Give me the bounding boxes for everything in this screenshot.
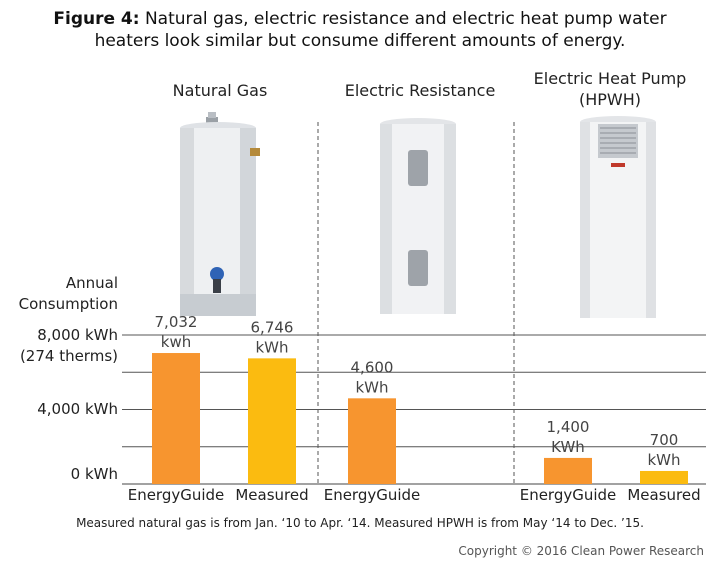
bar <box>152 353 200 484</box>
heater-label-heat-pump: Electric Heat Pump (HPWH) <box>533 69 687 109</box>
x-tick-label: EnergyGuide <box>520 486 617 504</box>
figure-title: Figure 4: Natural gas, electric resistan… <box>0 8 720 52</box>
data-label-unit: kWh <box>647 451 680 469</box>
heat-pump-water-heater-icon <box>580 116 656 318</box>
heater-label-gas: Natural Gas <box>172 81 268 100</box>
y-tick-label-8000: 8,000 kWh <box>37 326 118 344</box>
x-tick-label: EnergyGuide <box>128 486 225 504</box>
y-tick-label-0: 0 kWh <box>70 465 118 483</box>
data-label-value: 7,032 <box>155 313 198 331</box>
bar <box>640 470 688 484</box>
data-label-value: 4,600 <box>351 358 394 376</box>
x-tick-label: Measured <box>627 486 700 504</box>
bar <box>544 457 592 484</box>
data-label-value: 6,746 <box>251 318 294 336</box>
bar <box>248 358 296 484</box>
data-label-unit: kwh <box>161 333 191 351</box>
y-tick-sublabel-8000: (274 therms) <box>19 347 118 365</box>
y-axis-label: Annual Consumption <box>18 274 118 313</box>
gas-water-heater-icon <box>180 112 260 316</box>
figure-number: Figure 4: <box>53 9 140 29</box>
electric-water-heater-icon <box>380 118 456 314</box>
x-tick-label: EnergyGuide <box>324 486 421 504</box>
copyright: Copyright © 2016 Clean Power Research <box>458 544 704 558</box>
x-tick-label: Measured <box>235 486 308 504</box>
data-label-unit: kWh <box>355 378 388 396</box>
footnote: Measured natural gas is from Jan. ‘10 to… <box>76 516 644 530</box>
y-tick-label-4000: 4,000 kWh <box>37 400 118 418</box>
heater-label-electric: Electric Resistance <box>344 81 496 100</box>
data-label-value: 1,400 <box>547 418 590 436</box>
bar <box>348 398 396 484</box>
data-label-unit: kWh <box>255 338 288 356</box>
data-label-value: 700 <box>650 431 679 449</box>
data-label-unit: KWh <box>551 438 585 456</box>
figure-caption: Natural gas, electric resistance and ele… <box>94 9 667 51</box>
